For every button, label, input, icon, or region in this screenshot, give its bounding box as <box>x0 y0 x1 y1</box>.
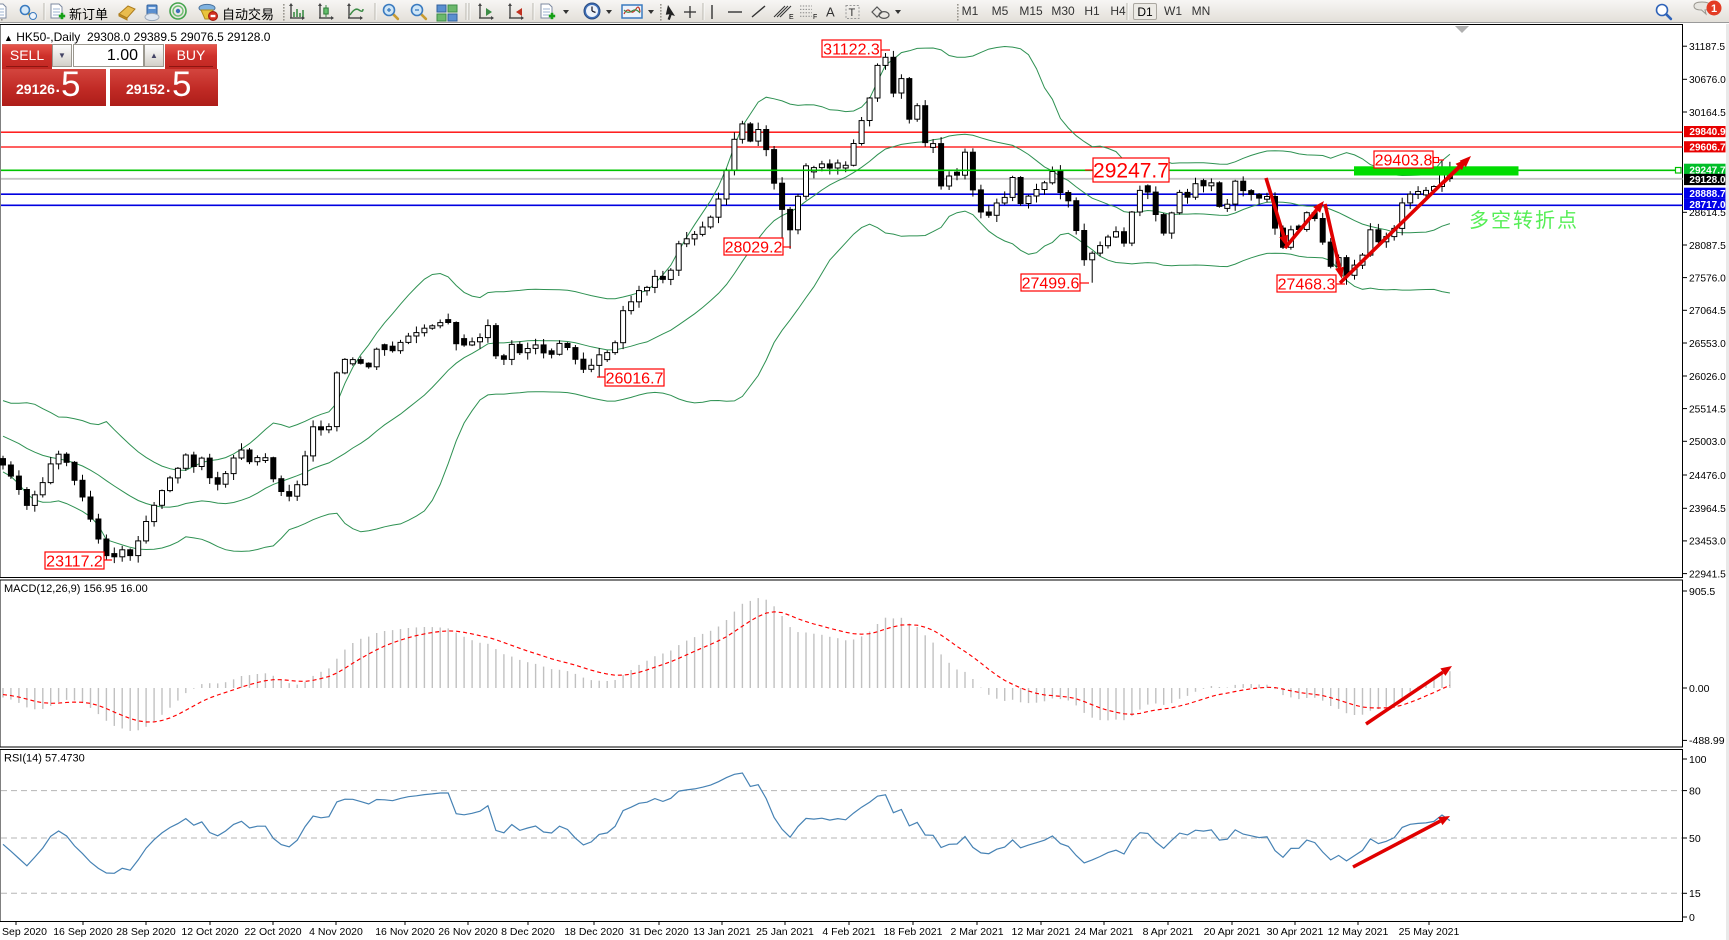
svg-text:0.00: 0.00 <box>1689 683 1710 695</box>
svg-text:29247.7: 29247.7 <box>1689 166 1726 177</box>
svg-text:13 Jan 2021: 13 Jan 2021 <box>693 926 751 938</box>
svg-text:22 Oct 2020: 22 Oct 2020 <box>244 926 301 938</box>
svg-text:F: F <box>813 14 817 21</box>
svg-text:100: 100 <box>1689 754 1707 766</box>
svg-text:23964.5: 23964.5 <box>1689 504 1726 515</box>
svg-text:0: 0 <box>1689 912 1695 924</box>
svg-text:31 Dec 2020: 31 Dec 2020 <box>629 926 689 938</box>
svg-text:Sep 2020: Sep 2020 <box>2 926 47 938</box>
svg-text:30676.0: 30676.0 <box>1689 75 1726 86</box>
svg-text:25514.5: 25514.5 <box>1689 404 1726 415</box>
svg-text:29840.9: 29840.9 <box>1689 127 1726 138</box>
svg-text:12 Oct 2020: 12 Oct 2020 <box>181 926 238 938</box>
svg-text:T: T <box>849 7 856 19</box>
svg-text:12 May 2021: 12 May 2021 <box>1328 926 1389 938</box>
svg-text:26 Nov 2020: 26 Nov 2020 <box>438 926 498 938</box>
svg-text:29403.8: 29403.8 <box>1375 152 1433 169</box>
svg-text:905.5: 905.5 <box>1689 586 1715 598</box>
svg-text:1: 1 <box>1711 3 1717 15</box>
svg-text:27468.3: 27468.3 <box>1278 276 1336 293</box>
svg-text:RSI(14) 57.4730: RSI(14) 57.4730 <box>4 753 85 765</box>
svg-text:28029.2: 28029.2 <box>725 239 783 256</box>
svg-text:23453.0: 23453.0 <box>1689 537 1726 548</box>
svg-text:30164.5: 30164.5 <box>1689 108 1726 119</box>
svg-text:E: E <box>789 14 794 21</box>
svg-text:27576.0: 27576.0 <box>1689 273 1726 284</box>
svg-text:28087.5: 28087.5 <box>1689 241 1726 252</box>
svg-text:26016.7: 26016.7 <box>606 370 664 387</box>
svg-text:29606.7: 29606.7 <box>1689 142 1726 153</box>
svg-text:-488.99: -488.99 <box>1689 735 1725 747</box>
svg-text:2 Mar 2021: 2 Mar 2021 <box>950 926 1003 938</box>
svg-text:30 Apr 2021: 30 Apr 2021 <box>1267 926 1324 938</box>
svg-text:25 May 2021: 25 May 2021 <box>1399 926 1460 938</box>
svg-text:MACD(12,26,9) 156.95 16.00: MACD(12,26,9) 156.95 16.00 <box>4 583 148 595</box>
svg-text:50: 50 <box>1689 833 1701 845</box>
svg-text:23117.2: 23117.2 <box>46 553 103 570</box>
svg-text:29247.7: 29247.7 <box>1093 160 1169 183</box>
svg-text:24 Mar 2021: 24 Mar 2021 <box>1075 926 1134 938</box>
svg-text:26553.0: 26553.0 <box>1689 339 1726 350</box>
svg-text:15: 15 <box>1689 888 1701 900</box>
svg-text:80: 80 <box>1689 785 1701 797</box>
svg-text:25003.0: 25003.0 <box>1689 437 1726 448</box>
svg-text:31187.5: 31187.5 <box>1689 42 1725 53</box>
svg-text:31122.3: 31122.3 <box>823 41 880 58</box>
svg-text:25 Jan 2021: 25 Jan 2021 <box>756 926 814 938</box>
svg-text:20 Apr 2021: 20 Apr 2021 <box>1204 926 1261 938</box>
svg-text:12 Mar 2021: 12 Mar 2021 <box>1012 926 1071 938</box>
svg-text:28 Sep 2020: 28 Sep 2020 <box>116 926 176 938</box>
svg-text:27064.5: 27064.5 <box>1689 306 1726 317</box>
svg-text:16 Nov 2020: 16 Nov 2020 <box>375 926 435 938</box>
svg-text:4 Feb 2021: 4 Feb 2021 <box>822 926 875 938</box>
svg-text:29128.0: 29128.0 <box>1689 175 1726 186</box>
svg-text:28888.7: 28888.7 <box>1689 189 1726 200</box>
svg-text:28717.0: 28717.0 <box>1689 200 1726 211</box>
svg-text:4 Nov 2020: 4 Nov 2020 <box>309 926 363 938</box>
svg-text:16 Sep 2020: 16 Sep 2020 <box>53 926 113 938</box>
svg-text:多空转折点: 多空转折点 <box>1469 209 1579 232</box>
svg-text:A: A <box>826 5 835 20</box>
svg-text:8 Dec 2020: 8 Dec 2020 <box>501 926 555 938</box>
svg-text:18 Feb 2021: 18 Feb 2021 <box>884 926 943 938</box>
svg-text:22941.5: 22941.5 <box>1689 569 1726 580</box>
svg-text:24476.0: 24476.0 <box>1689 471 1726 482</box>
svg-text:8 Apr 2021: 8 Apr 2021 <box>1143 926 1194 938</box>
svg-text:27499.6: 27499.6 <box>1022 275 1080 292</box>
svg-text:18 Dec 2020: 18 Dec 2020 <box>564 926 624 938</box>
svg-text:28614.5: 28614.5 <box>1689 208 1726 219</box>
svg-text:26026.0: 26026.0 <box>1689 372 1726 383</box>
